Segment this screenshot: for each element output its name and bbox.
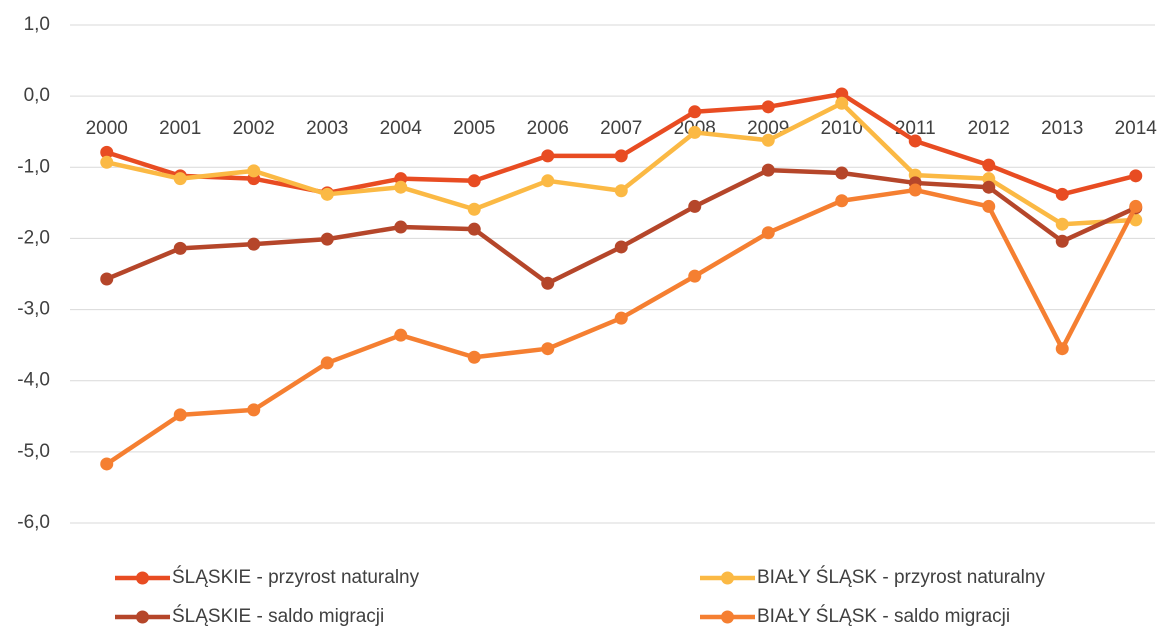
data-point	[761, 163, 775, 177]
x-tick-label: 2005	[453, 118, 495, 139]
legend-label: BIAŁY ŚLĄSK - przyrost naturalny	[757, 566, 1045, 588]
data-point	[614, 240, 628, 254]
y-tick-label: -1,0	[17, 156, 50, 177]
data-point	[1055, 187, 1069, 201]
x-tick-label: 2003	[306, 118, 348, 139]
data-point	[467, 202, 481, 216]
x-tick-label: 2010	[821, 118, 863, 139]
legend-label: BIAŁY ŚLĄSK - saldo migracji	[757, 605, 1010, 627]
data-point	[541, 149, 555, 163]
legend-marker	[136, 571, 149, 585]
x-tick-label: 2014	[1115, 118, 1158, 139]
data-point	[982, 158, 996, 172]
data-point	[467, 174, 481, 188]
data-point	[614, 149, 628, 163]
x-tick-label: 2013	[1041, 118, 1083, 139]
data-point	[173, 241, 187, 255]
x-tick-label: 2006	[527, 118, 569, 139]
legend-label: ŚLĄSKIE - przyrost naturalny	[172, 566, 420, 588]
data-point	[835, 166, 849, 180]
data-point	[100, 145, 114, 159]
y-tick-label: -6,0	[17, 512, 50, 533]
data-point	[247, 237, 261, 251]
series-line	[105, 187, 1138, 466]
data-point	[394, 220, 408, 234]
data-point	[394, 180, 408, 194]
legend-item: BIAŁY ŚLĄSK - saldo migracji	[700, 605, 1010, 627]
data-point	[541, 342, 555, 356]
data-point	[247, 164, 261, 178]
legend-item: BIAŁY ŚLĄSK - przyrost naturalny	[700, 566, 1045, 588]
data-point	[908, 134, 922, 148]
legend-label: ŚLĄSKIE - saldo migracji	[172, 605, 384, 627]
x-tick-label: 2000	[86, 118, 128, 139]
data-point	[688, 199, 702, 213]
x-tick-label: 2012	[968, 118, 1010, 139]
data-point	[982, 199, 996, 213]
x-tick-label: 2007	[600, 118, 642, 139]
legend-item: ŚLĄSKIE - saldo migracji	[115, 605, 384, 627]
data-point	[320, 356, 334, 370]
data-point	[100, 155, 114, 169]
x-tick-label: 2001	[159, 118, 201, 139]
x-tick-label: 2004	[380, 118, 423, 139]
legend-item: ŚLĄSKIE - przyrost naturalny	[115, 566, 420, 588]
data-point	[835, 96, 849, 110]
data-point	[173, 172, 187, 186]
data-point	[100, 272, 114, 286]
data-point	[1129, 169, 1143, 183]
data-point	[688, 125, 702, 139]
data-point	[908, 183, 922, 197]
data-point	[320, 232, 334, 246]
data-point	[1055, 342, 1069, 356]
data-point	[982, 180, 996, 194]
data-point	[688, 269, 702, 283]
data-point	[835, 87, 849, 101]
data-point	[761, 100, 775, 114]
y-tick-label: -2,0	[17, 227, 50, 248]
data-point	[761, 133, 775, 147]
data-point	[394, 328, 408, 342]
legend-marker	[136, 610, 149, 624]
y-tick-label: -3,0	[17, 299, 50, 320]
x-tick-label: 2002	[233, 118, 275, 139]
data-point	[541, 276, 555, 290]
data-point	[467, 350, 481, 364]
data-point	[541, 174, 555, 188]
data-point	[1129, 199, 1143, 213]
y-tick-label: -5,0	[17, 441, 50, 462]
data-point	[614, 311, 628, 325]
y-tick-label: -4,0	[17, 370, 50, 391]
data-point	[467, 222, 481, 236]
data-point	[247, 403, 261, 417]
data-point	[835, 194, 849, 208]
data-point	[761, 226, 775, 240]
data-point	[173, 408, 187, 422]
data-point	[614, 184, 628, 198]
y-tick-label: 1,0	[24, 14, 50, 35]
data-point	[100, 457, 114, 471]
data-point	[688, 105, 702, 119]
legend-marker	[721, 571, 734, 585]
legend-marker	[721, 610, 734, 624]
data-point	[1055, 234, 1069, 248]
data-point	[1055, 217, 1069, 231]
data-point	[320, 187, 334, 201]
y-tick-label: 0,0	[24, 85, 50, 106]
